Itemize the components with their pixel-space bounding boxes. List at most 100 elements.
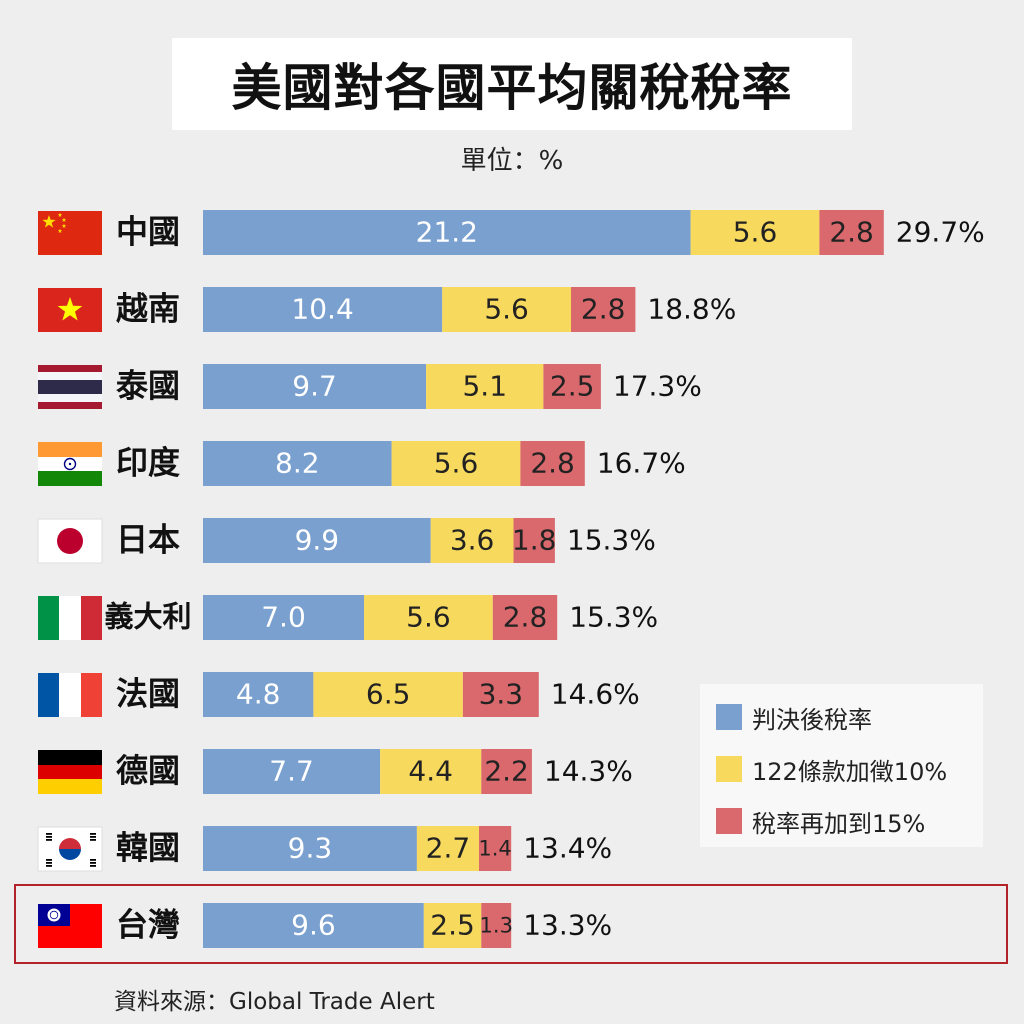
data-label-clause122: 5.6 bbox=[733, 216, 778, 249]
data-label-ruling: 8.2 bbox=[275, 447, 320, 480]
bar-segment-clause122 bbox=[426, 364, 544, 409]
chart-rows: 中國 21.2 5.6 2.8 29.7% 越南 10.4 5.6 2.8 18.8% 泰國 9.7 5… bbox=[37, 210, 985, 948]
legend-swatch-raise15 bbox=[716, 808, 742, 834]
data-label-ruling: 4.8 bbox=[236, 678, 281, 711]
data-label-ruling: 9.7 bbox=[292, 370, 337, 403]
bar-segment-raise15 bbox=[520, 441, 585, 486]
data-label-ruling: 9.9 bbox=[295, 524, 340, 557]
bar-row-5: 義大利 7.0 5.6 2.8 15.3% bbox=[38, 595, 658, 640]
bar-segment-raise15 bbox=[462, 672, 539, 717]
bar-segment-ruling bbox=[203, 595, 364, 640]
data-label-clause122: 5.1 bbox=[462, 370, 507, 403]
total-label: 15.3% bbox=[567, 524, 656, 557]
data-label-clause122: 5.6 bbox=[434, 447, 479, 480]
bar-row-6: 法國 4.8 6.5 3.3 14.6% bbox=[38, 672, 640, 717]
data-label-raise15: 1.3 bbox=[480, 914, 513, 938]
bar-segment-ruling bbox=[203, 364, 427, 409]
data-label-ruling: 10.4 bbox=[291, 293, 353, 326]
bar-row-9: 台灣 9.6 2.5 1.3 13.3% bbox=[38, 903, 612, 948]
bar-segment-clause122 bbox=[416, 826, 479, 871]
vietnam-flag bbox=[38, 288, 102, 332]
bar-row-8: 韓國 9.3 2.7 1.4 13.4% bbox=[37, 826, 612, 872]
bar-segment-clause122 bbox=[430, 518, 514, 563]
bar-segment-clause122 bbox=[380, 749, 482, 794]
total-label: 29.7% bbox=[896, 216, 985, 249]
total-label: 13.3% bbox=[523, 909, 612, 942]
bar-segment-ruling bbox=[203, 210, 691, 255]
data-label-ruling: 7.7 bbox=[269, 755, 314, 788]
legend-item-ruling: 判決後稅率 bbox=[716, 702, 872, 734]
data-label-ruling: 7.0 bbox=[261, 601, 306, 634]
bar-segment-raise15 bbox=[481, 903, 512, 948]
thailand-flag bbox=[38, 365, 102, 409]
legend-item-clause122: 122條款加徵10% bbox=[716, 754, 948, 786]
category-label: 德國 bbox=[116, 752, 180, 790]
legend-label-ruling: 判決後稅率 bbox=[752, 705, 872, 734]
data-label-clause122: 6.5 bbox=[366, 678, 411, 711]
bar-row-7: 德國 7.7 4.4 2.2 14.3% bbox=[38, 749, 633, 794]
page-title: 美國對各國平均關稅稅率 bbox=[231, 59, 793, 117]
data-label-clause122: 3.6 bbox=[450, 524, 495, 557]
taiwan-flag bbox=[38, 904, 102, 948]
data-label-ruling: 9.6 bbox=[291, 909, 336, 942]
italy-flag bbox=[38, 596, 102, 640]
total-label: 15.3% bbox=[569, 601, 658, 634]
data-label-clause122: 2.7 bbox=[426, 832, 471, 865]
category-label: 泰國 bbox=[116, 367, 180, 405]
bar-segment-ruling bbox=[203, 672, 314, 717]
total-label: 16.7% bbox=[597, 447, 686, 480]
data-label-raise15: 3.3 bbox=[479, 678, 524, 711]
bar-segment-raise15 bbox=[513, 518, 555, 563]
total-label: 14.6% bbox=[551, 678, 640, 711]
bar-segment-raise15 bbox=[492, 595, 558, 640]
category-label: 日本 bbox=[116, 521, 180, 559]
bar-segment-ruling bbox=[203, 826, 417, 871]
category-label: 法國 bbox=[116, 675, 180, 713]
category-label: 台灣 bbox=[116, 906, 180, 944]
source-note: 資料來源：Global Trade Alert bbox=[114, 989, 435, 1015]
bar-row-3: 印度 8.2 5.6 2.8 16.7% bbox=[38, 441, 686, 486]
data-label-raise15: 2.8 bbox=[530, 447, 575, 480]
data-label-clause122: 5.6 bbox=[484, 293, 529, 326]
bar-segment-raise15 bbox=[481, 749, 532, 794]
taiwan-highlight-box bbox=[14, 884, 1008, 964]
data-label-raise15: 1.8 bbox=[512, 524, 557, 557]
title-box: 美國對各國平均關稅稅率 bbox=[172, 38, 852, 130]
bar-segment-clause122 bbox=[364, 595, 493, 640]
bar-segment-ruling bbox=[203, 749, 381, 794]
category-label: 印度 bbox=[116, 444, 180, 482]
bar-row-2: 泰國 9.7 5.1 2.5 17.3% bbox=[38, 364, 702, 409]
total-label: 18.8% bbox=[647, 293, 736, 326]
legend: 判決後稅率 122條款加徵10% 稅率再加到15% bbox=[700, 684, 983, 847]
total-label: 13.4% bbox=[523, 832, 612, 865]
data-label-raise15: 2.5 bbox=[550, 370, 595, 403]
data-label-raise15: 2.8 bbox=[829, 216, 874, 249]
category-label: 越南 bbox=[116, 290, 180, 328]
total-label: 14.3% bbox=[544, 755, 633, 788]
germany-flag bbox=[38, 750, 102, 794]
bar-segment-ruling bbox=[203, 287, 443, 332]
bar-segment-raise15 bbox=[819, 210, 884, 255]
bar-row-0: 中國 21.2 5.6 2.8 29.7% bbox=[38, 210, 985, 255]
bar-row-4: 日本 9.9 3.6 1.8 15.3% bbox=[37, 518, 656, 564]
bar-segment-ruling bbox=[203, 903, 424, 948]
bar-segment-clause122 bbox=[423, 903, 482, 948]
legend-label-clause122: 122條款加徵10% bbox=[752, 757, 948, 786]
india-flag bbox=[38, 442, 102, 486]
china-flag bbox=[38, 211, 102, 255]
total-label: 17.3% bbox=[613, 370, 702, 403]
legend-item-raise15: 稅率再加到15% bbox=[716, 806, 925, 838]
data-label-raise15: 1.4 bbox=[478, 837, 511, 861]
data-label-clause122: 4.4 bbox=[408, 755, 453, 788]
korea-flag bbox=[37, 826, 103, 872]
bar-segment-clause122 bbox=[442, 287, 571, 332]
france-flag bbox=[38, 673, 102, 717]
japan-flag bbox=[37, 518, 103, 564]
legend-swatch-clause122 bbox=[716, 756, 742, 782]
data-label-ruling: 21.2 bbox=[416, 216, 478, 249]
data-label-clause122: 5.6 bbox=[406, 601, 451, 634]
bar-segment-clause122 bbox=[690, 210, 820, 255]
bar-segment-raise15 bbox=[479, 826, 512, 871]
bar-segment-clause122 bbox=[391, 441, 521, 486]
